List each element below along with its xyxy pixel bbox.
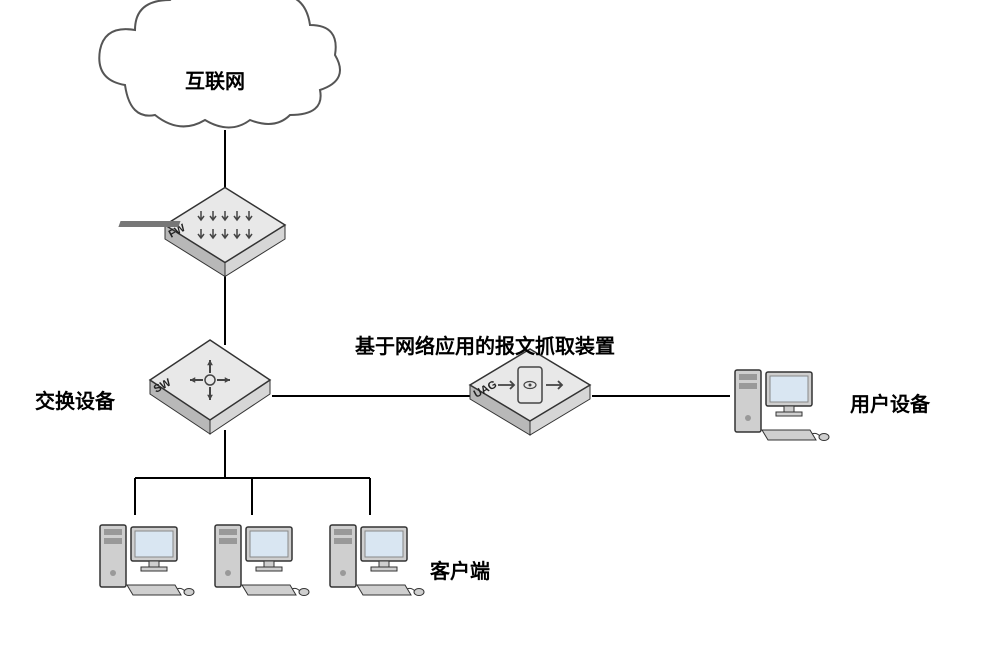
label-internet: 互联网	[185, 65, 245, 94]
label-capture-device: 基于网络应用的报文抓取装置	[355, 330, 615, 359]
label-client: 客户端	[430, 555, 490, 584]
label-user-device: 用户设备	[850, 388, 930, 417]
label-switch-device: 交换设备	[35, 385, 115, 414]
diagram-canvas: { "type": "network-topology-diagram", "c…	[0, 0, 1000, 668]
